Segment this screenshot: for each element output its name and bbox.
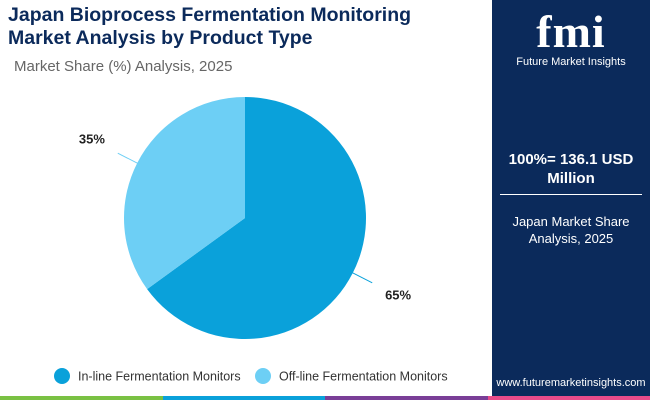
legend-marker <box>54 368 70 384</box>
logo-caption: Future Market Insights <box>516 56 626 68</box>
data-label: 65% <box>385 287 411 302</box>
pie-slice <box>124 97 245 290</box>
side-panel: fmi Future Market Insights 100%= 136.1 U… <box>492 0 650 396</box>
market-total: 100%= 136.1 USD Million <box>500 150 642 195</box>
chart: 65% 35% In-line Fermentation Monitors Off-l… <box>54 97 448 384</box>
legend-label: In-line Fermentation Monitors <box>78 369 241 383</box>
chart-subtitle: Market Share (%) Analysis, 2025 <box>14 58 233 75</box>
legend-label: Off-line Fermentation Monitors <box>279 369 448 383</box>
legend-marker <box>255 368 271 384</box>
leader-line <box>117 152 140 165</box>
website: www.futuremarketinsights.com <box>496 377 646 389</box>
chart-title: Japan Bioprocess Fermentation Monitoring… <box>8 4 412 49</box>
leader-line <box>350 271 373 284</box>
logo: fmi <box>536 6 606 57</box>
footer-stripes <box>0 396 650 400</box>
panel-caption: Japan Market Share Analysis, 2025 <box>512 214 630 246</box>
pie-slice <box>147 97 366 339</box>
data-label: 35% <box>79 131 105 146</box>
